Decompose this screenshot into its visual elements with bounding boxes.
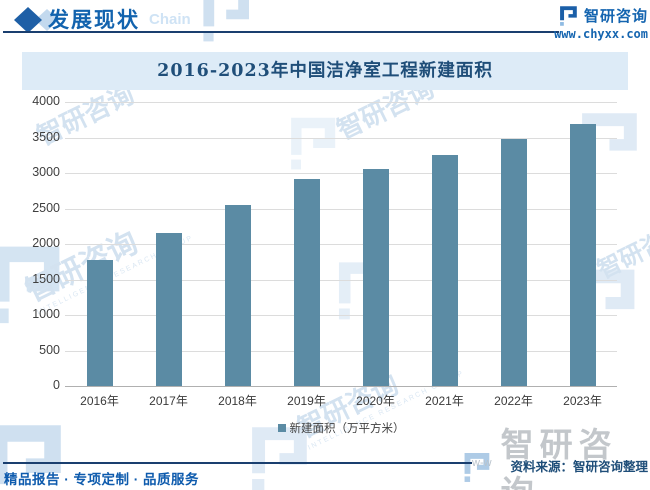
y-tick-label: 2500: [32, 200, 60, 215]
x-axis-line: [65, 386, 617, 387]
gridline: [65, 102, 617, 103]
y-tick-label: 0: [53, 378, 60, 392]
watermark-url-fragment: w-w: [472, 457, 492, 469]
x-tick-label: 2018年: [218, 394, 257, 408]
brand-logo-icon: [560, 6, 577, 26]
bar-slot: [134, 102, 203, 386]
header-divider: [3, 31, 559, 33]
gridline: [65, 208, 617, 210]
gridline: [65, 244, 617, 245]
bar-slot: [65, 102, 134, 386]
gridline: [65, 173, 617, 174]
bar-slot: [203, 102, 272, 386]
bar-2018年: [224, 205, 251, 386]
watermark-brand-logo: [195, 0, 255, 42]
bar-slot: [272, 102, 341, 386]
x-tick-label: 2016年: [80, 394, 119, 408]
x-axis-labels: 2016年 2017年 2018年 2019年 2020年 2021年 2022年 2023年: [65, 392, 617, 409]
gridline: [65, 137, 617, 139]
bar-slot: [479, 102, 548, 386]
x-tick-label: 2019年: [287, 394, 326, 408]
y-tick-label: 3500: [32, 129, 60, 144]
legend: 新建面积（万平方米）: [65, 420, 617, 436]
bar-slot: [341, 102, 410, 386]
section-title: 发展现状: [48, 9, 140, 32]
bar-2016年: [86, 259, 113, 386]
bar-2021年: [431, 154, 458, 386]
x-tick-label: 2020年: [356, 394, 395, 408]
footer-divider: [3, 462, 472, 464]
data-source-note: 资料来源：智研咨询整理: [510, 460, 648, 474]
brand-name: 智研咨询: [583, 7, 648, 25]
gridline: [65, 350, 617, 352]
x-tick-label: 2021年: [425, 394, 464, 408]
section-diamond-icon: [14, 7, 59, 33]
bar-2017年: [155, 233, 182, 386]
background-word: Chain: [149, 11, 191, 28]
brand-url-link[interactable]: www.chyxx.com: [554, 27, 648, 41]
bar-2022年: [500, 138, 527, 386]
bar-2023年: [569, 124, 596, 386]
x-tick-label: 2017年: [149, 394, 188, 408]
y-tick-label: 3000: [32, 165, 60, 179]
footer-tagline: 精品报告 · 专项定制 · 品质服务: [4, 472, 199, 487]
brand-lockup: 智研咨询: [557, 4, 648, 26]
bar-slot: [548, 102, 617, 386]
chart-title: 2016-2023年中国洁净室工程新建面积: [22, 52, 628, 90]
bar-2020年: [362, 169, 389, 386]
y-tick-label: 4000: [32, 94, 60, 108]
y-tick-label: 500: [39, 342, 60, 357]
x-tick-label: 2023年: [563, 394, 602, 408]
bar-series: [65, 102, 617, 386]
y-tick-label: 1500: [32, 271, 60, 286]
legend-marker: [277, 424, 286, 432]
x-tick-label: 2022年: [494, 394, 533, 408]
bar-2019年: [293, 179, 320, 386]
legend-label: 新建面积（万平方米）: [289, 423, 405, 435]
y-tick-label: 1000: [32, 307, 60, 321]
bar-slot: [410, 102, 479, 386]
y-tick-label: 2000: [32, 236, 60, 250]
